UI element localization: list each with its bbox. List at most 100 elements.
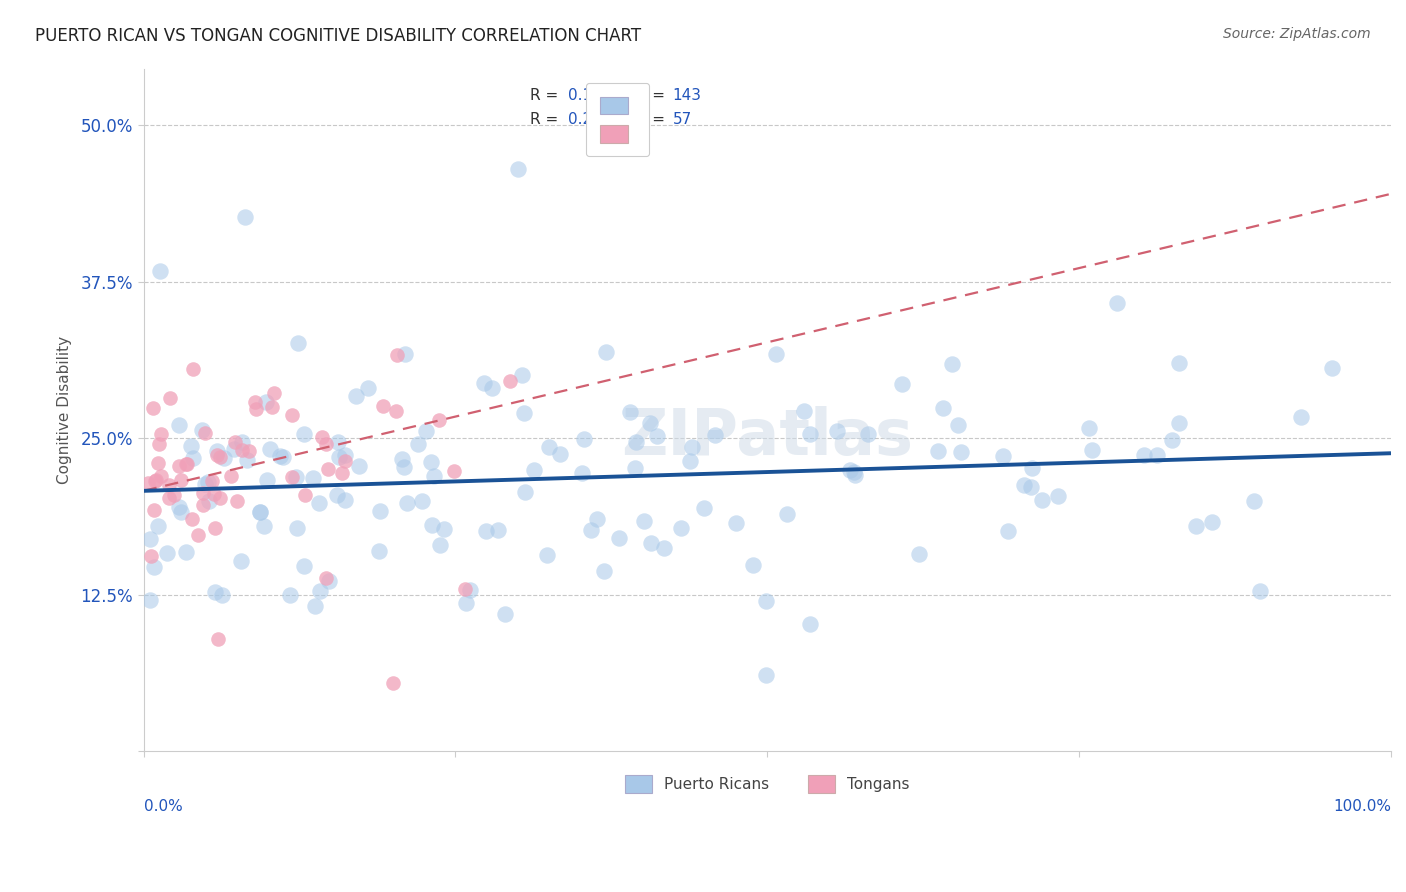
Text: 0.223: 0.223 [568, 112, 612, 128]
Point [281, 408, 304, 422]
Point [411, 493, 433, 508]
Point [252, 519, 274, 533]
Point [506, 161, 529, 176]
Point [523, 463, 546, 477]
Point [581, 523, 603, 537]
Point [891, 376, 914, 391]
Legend: Puerto Ricans, Tongans: Puerto Ricans, Tongans [613, 764, 922, 805]
Point [284, 470, 307, 484]
Point [1021, 461, 1043, 475]
Point [1146, 448, 1168, 462]
Point [207, 632, 229, 646]
Point [415, 424, 437, 438]
Point [384, 404, 406, 418]
Point [799, 427, 821, 442]
Point [163, 488, 186, 502]
Point [148, 437, 170, 451]
Point [193, 498, 215, 512]
Point [607, 532, 630, 546]
Point [950, 445, 973, 459]
Point [724, 516, 747, 530]
Point [249, 506, 271, 520]
Point [157, 478, 180, 492]
Point [1161, 434, 1184, 448]
Point [170, 505, 193, 519]
Point [156, 546, 179, 560]
Point [294, 488, 316, 502]
Point [652, 541, 675, 555]
Point [249, 505, 271, 519]
Point [1184, 519, 1206, 533]
Point [347, 458, 370, 473]
Point [548, 447, 571, 461]
Point [219, 469, 242, 483]
Point [187, 528, 209, 542]
Point [1080, 442, 1102, 457]
Point [839, 463, 862, 477]
Point [269, 449, 291, 463]
Point [755, 594, 778, 608]
Text: 143: 143 [672, 88, 702, 103]
Point [169, 459, 191, 474]
Point [326, 434, 349, 449]
Point [292, 558, 315, 573]
Point [453, 582, 475, 597]
Point [191, 423, 214, 437]
Point [494, 607, 516, 621]
Point [392, 459, 415, 474]
Point [391, 452, 413, 467]
Point [176, 458, 198, 472]
Point [197, 475, 219, 489]
Point [624, 435, 647, 450]
Point [669, 521, 692, 535]
Point [308, 496, 330, 510]
Text: ZIPatlas: ZIPatlas [621, 407, 914, 468]
Point [226, 494, 249, 508]
Point [326, 488, 349, 502]
Point [422, 469, 444, 483]
Point [1249, 583, 1271, 598]
Point [742, 558, 765, 572]
Point [183, 362, 205, 376]
Point [755, 668, 778, 682]
Point [308, 583, 330, 598]
Point [204, 585, 226, 599]
Point [1031, 492, 1053, 507]
Point [149, 264, 172, 278]
Point [595, 344, 617, 359]
Point [315, 436, 337, 450]
Point [536, 548, 558, 562]
Point [619, 404, 641, 418]
Point [692, 501, 714, 516]
Point [385, 348, 408, 362]
Point [537, 440, 560, 454]
Point [194, 476, 217, 491]
Text: R =: R = [530, 112, 564, 128]
Point [624, 460, 647, 475]
Point [571, 466, 593, 480]
Text: N =: N = [637, 88, 671, 103]
Point [371, 399, 394, 413]
Point [793, 404, 815, 418]
Point [1133, 448, 1156, 462]
Point [645, 429, 668, 443]
Point [765, 347, 787, 361]
Point [1019, 480, 1042, 494]
Text: 0.158: 0.158 [568, 88, 612, 103]
Point [209, 491, 232, 505]
Point [395, 495, 418, 509]
Point [174, 545, 197, 559]
Point [1201, 515, 1223, 529]
Point [145, 474, 167, 488]
Point [139, 549, 162, 563]
Point [481, 381, 503, 395]
Point [148, 456, 170, 470]
Point [443, 464, 465, 478]
Point [145, 473, 167, 487]
Point [357, 381, 380, 395]
Point [1168, 355, 1191, 369]
Point [586, 512, 609, 526]
Point [931, 401, 953, 415]
Point [1291, 409, 1313, 424]
Point [224, 435, 246, 450]
